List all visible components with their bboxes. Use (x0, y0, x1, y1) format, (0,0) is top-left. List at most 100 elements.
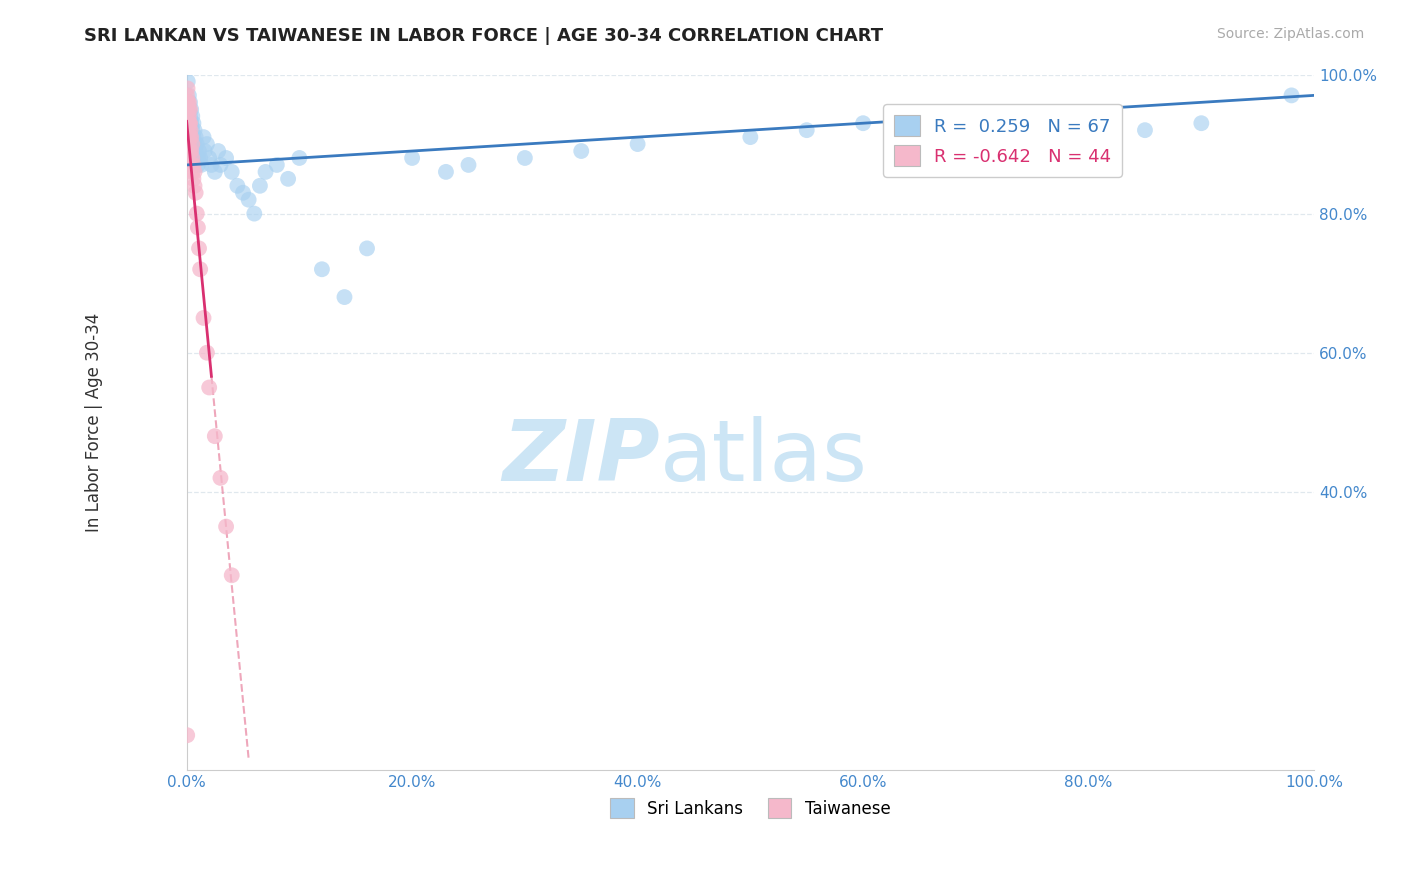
Point (188, 151, 211, 165)
Point (177, 116, 200, 130)
Point (965, 130, 987, 145)
Point (198, 380, 221, 394)
Point (194, 144, 217, 158)
Point (184, 186, 207, 200)
Text: Source: ZipAtlas.com: Source: ZipAtlas.com (1216, 27, 1364, 41)
Point (179, 109, 201, 123)
Point (176, 728, 198, 742)
Point (183, 178, 205, 193)
Point (226, 178, 249, 193)
Point (179, 144, 201, 158)
Point (177, 88, 200, 103)
Y-axis label: In Labor Force | Age 30-34: In Labor Force | Age 30-34 (86, 312, 103, 532)
Point (180, 116, 202, 130)
Point (204, 165, 226, 179)
Point (183, 151, 205, 165)
Point (177, 123, 200, 137)
Point (796, 123, 818, 137)
Point (209, 471, 232, 485)
Point (626, 137, 648, 152)
Point (177, 116, 200, 130)
Point (176, 88, 198, 103)
Point (333, 290, 356, 304)
Point (195, 137, 218, 152)
Point (288, 151, 311, 165)
Point (183, 137, 205, 152)
Point (179, 123, 201, 137)
Point (187, 151, 209, 165)
Point (356, 241, 378, 255)
Point (177, 95, 200, 110)
Point (176, 95, 198, 110)
Point (180, 103, 202, 117)
Point (179, 137, 201, 152)
Point (207, 144, 229, 158)
Text: atlas: atlas (661, 416, 868, 499)
Point (181, 123, 204, 137)
Point (215, 519, 238, 533)
Point (177, 137, 200, 152)
Point (181, 151, 204, 165)
Text: ZIP: ZIP (502, 416, 661, 499)
Point (434, 165, 457, 179)
Point (181, 151, 204, 165)
Point (457, 158, 479, 172)
Point (740, 130, 762, 145)
Point (179, 95, 201, 110)
Point (177, 123, 200, 137)
Point (513, 151, 536, 165)
Point (204, 429, 226, 443)
Point (186, 137, 208, 152)
Point (177, 103, 200, 117)
Point (183, 158, 205, 172)
Point (1021, 116, 1043, 130)
Point (181, 137, 204, 152)
Point (177, 95, 200, 110)
Point (1077, 109, 1099, 123)
Point (183, 116, 205, 130)
Point (209, 158, 232, 172)
Point (176, 103, 198, 117)
Point (193, 130, 215, 145)
Text: SRI LANKAN VS TAIWANESE IN LABOR FORCE | AGE 30-34 CORRELATION CHART: SRI LANKAN VS TAIWANESE IN LABOR FORCE |… (84, 27, 883, 45)
Point (1189, 116, 1212, 130)
Point (187, 220, 209, 235)
Point (180, 144, 202, 158)
Point (569, 144, 592, 158)
Point (183, 144, 205, 158)
Point (177, 130, 200, 145)
Point (176, 81, 198, 95)
Point (183, 165, 205, 179)
Point (198, 151, 221, 165)
Point (188, 262, 211, 277)
Point (401, 151, 423, 165)
Point (181, 165, 204, 179)
Point (221, 568, 243, 582)
Point (188, 144, 211, 158)
Point (266, 158, 288, 172)
Point (187, 158, 209, 172)
Point (177, 109, 200, 123)
Point (277, 171, 299, 186)
Point (183, 171, 205, 186)
Point (177, 74, 200, 88)
Point (184, 144, 207, 158)
Point (200, 158, 222, 172)
Point (181, 109, 204, 123)
Point (188, 241, 211, 255)
Point (180, 130, 202, 145)
Point (193, 310, 215, 325)
Point (180, 144, 202, 158)
Point (177, 116, 200, 130)
Point (311, 262, 333, 277)
Point (177, 103, 200, 117)
Point (181, 137, 204, 152)
Point (180, 123, 202, 137)
Point (179, 116, 201, 130)
Point (180, 130, 202, 145)
Point (254, 165, 277, 179)
Point (184, 130, 207, 145)
Point (1133, 123, 1156, 137)
Point (249, 178, 271, 193)
Point (179, 103, 201, 117)
